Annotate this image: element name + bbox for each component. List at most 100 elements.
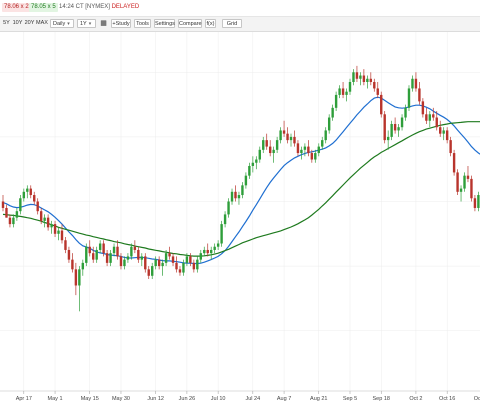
candle [43, 214, 46, 228]
candle [459, 185, 463, 202]
x-tick-label: May 15 [81, 396, 99, 402]
candle [331, 104, 334, 121]
candle [81, 259, 85, 276]
candle [327, 114, 331, 134]
candle [321, 136, 324, 150]
candle-body [88, 246, 91, 254]
interval-select[interactable]: Daily [50, 19, 74, 28]
settings-button[interactable]: Settings [154, 19, 175, 28]
candle-body [119, 256, 123, 267]
candle [151, 262, 154, 280]
candle-body [345, 91, 348, 95]
candle-body [102, 243, 105, 254]
grid-button[interactable]: Grid [222, 19, 242, 28]
candle-body [203, 249, 206, 254]
range-20y-button[interactable]: 20Y [24, 20, 35, 26]
candle [227, 198, 230, 218]
candle [248, 162, 251, 179]
calendar-icon[interactable]: ▦ [100, 20, 107, 27]
candle [432, 107, 435, 121]
candle [5, 204, 8, 218]
x-tick-label: May 30 [112, 396, 130, 402]
candle-body [161, 262, 164, 267]
interval-value: Daily [53, 21, 66, 27]
candle [348, 78, 352, 95]
candle-body [220, 224, 223, 244]
candle [442, 127, 445, 141]
compare-button[interactable]: Compare [178, 19, 202, 28]
candle-body [428, 114, 432, 121]
range-max-button[interactable]: MAX [36, 20, 48, 26]
candle [456, 169, 459, 196]
candle-body [112, 246, 116, 254]
candle-body [19, 198, 22, 212]
candle [307, 140, 310, 157]
candle-body [355, 72, 359, 79]
period-select[interactable]: 1Y [77, 19, 96, 28]
candle-body [466, 175, 470, 179]
candle [26, 185, 29, 199]
candle [39, 207, 43, 225]
candle-body [348, 81, 352, 92]
candle-body [210, 249, 213, 254]
function-button[interactable]: f(x) [205, 19, 216, 28]
candle-body [43, 217, 46, 221]
candle [258, 146, 261, 163]
ask-quote: 78.05 x 5 [29, 3, 58, 12]
candle-body [192, 262, 196, 270]
chart-toolbar: 5Y 10Y 20Y MAX Daily 1Y ▦ +Study Tools S… [0, 17, 480, 32]
candle-body [310, 153, 314, 160]
candle [251, 156, 255, 173]
candle [50, 220, 53, 234]
candle-body [53, 224, 57, 234]
candle-body [39, 211, 43, 221]
candle [60, 224, 64, 244]
candle-body [321, 140, 324, 147]
candle-body [241, 185, 244, 196]
bid-quote: 78.06 x 21 [2, 3, 35, 12]
candle-body [473, 198, 477, 208]
candle-body [393, 123, 397, 131]
price-chart[interactable]: Apr 17 May 1 May 15 May 30 Jun 12 Jun 26 Jul 1… [0, 32, 480, 407]
candle-body [366, 78, 369, 82]
candle-body [268, 146, 272, 154]
candle-body [26, 188, 29, 192]
candle [369, 72, 373, 86]
candle [397, 123, 400, 137]
candle [223, 211, 227, 228]
add-study-button[interactable]: +Study [111, 19, 131, 28]
candle [296, 140, 300, 157]
candle [85, 243, 88, 267]
candle [1, 195, 5, 212]
candle [255, 156, 258, 170]
x-tick-label: Aug 21 [310, 396, 327, 402]
candle [383, 111, 386, 144]
range-10y-button[interactable]: 10Y [12, 20, 23, 26]
x-axis: Apr 17 May 1 May 15 May 30 Jun 12 Jun 26 Jul 1… [0, 390, 480, 402]
candle-body [327, 117, 331, 131]
candle [345, 88, 348, 102]
candle [19, 195, 22, 215]
candle [268, 140, 272, 157]
candle [400, 114, 404, 131]
candle [64, 237, 67, 254]
range-5y-button[interactable]: 5Y [3, 20, 10, 26]
candle [407, 85, 411, 112]
candle-body [376, 88, 379, 95]
candle [303, 143, 307, 157]
tools-button[interactable]: Tools [134, 19, 151, 28]
candle-body [414, 78, 418, 89]
x-tick-label: May 1 [48, 396, 63, 402]
candle-body [78, 269, 81, 286]
candle [275, 136, 279, 154]
candle [279, 127, 282, 144]
candle-body [98, 243, 102, 250]
quote-bar: 78.06 x 21 78.05 x 5 14:24 CT [NYMEX] DE… [0, 0, 480, 17]
candle-body [109, 253, 112, 263]
candle [74, 262, 78, 296]
candle-body [265, 140, 268, 147]
candle-body [362, 75, 366, 82]
candle-body [237, 195, 241, 199]
candle [366, 75, 369, 89]
candle [324, 127, 327, 144]
